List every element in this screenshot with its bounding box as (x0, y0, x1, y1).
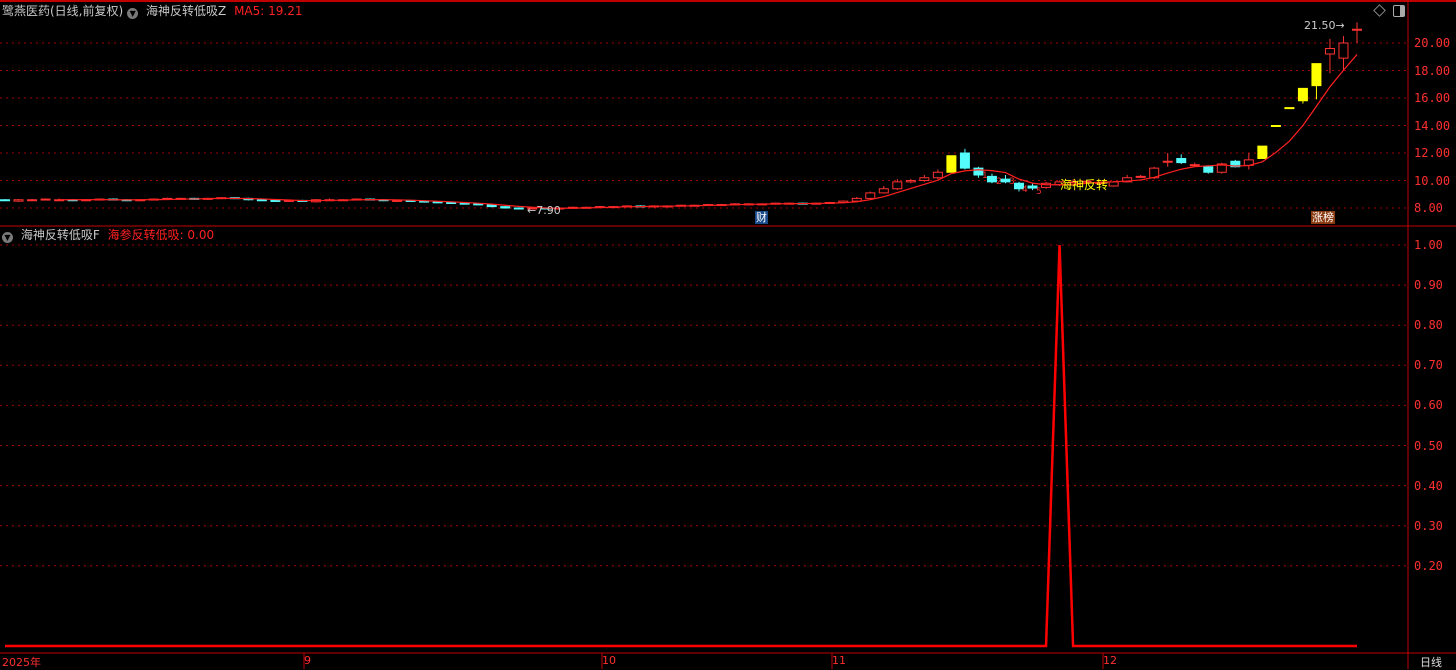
count-mark: 1 (982, 171, 988, 181)
candle-body (1027, 185, 1038, 189)
candle-body (946, 155, 957, 173)
candle-body (1297, 87, 1308, 102)
date-label: 10 (602, 654, 616, 667)
candle-body (527, 207, 538, 210)
candle-body (1311, 63, 1322, 87)
candle-body (892, 181, 903, 190)
indicator-tick-label: 0.20 (1414, 558, 1443, 573)
count-mark: 3 (1009, 177, 1015, 187)
price-tick-label: 12.00 (1414, 146, 1451, 160)
candle-body (513, 207, 524, 210)
signal-text: 海神反转 (1060, 178, 1109, 192)
count-mark: 5 (1036, 187, 1042, 197)
candle-body (1000, 178, 1011, 183)
indicator-line (5, 244, 1357, 648)
candle-body (959, 152, 970, 169)
candle-body (446, 202, 457, 204)
lower-panel-header: ▼ 海神反转低吸F 海参反转低吸: 0.00 (2, 226, 218, 244)
price-tick-label: 18.00 (1414, 63, 1451, 78)
candle-body (40, 198, 51, 201)
date-label: 9 (304, 654, 311, 667)
candle-body (919, 177, 930, 181)
candle-body (1284, 107, 1295, 110)
price-tick-label: 10.00 (1414, 173, 1451, 188)
date-label: 11 (832, 654, 846, 667)
candle-body (459, 202, 470, 205)
candle-body (392, 199, 403, 202)
high-price-label: 21.50→ (1304, 19, 1345, 32)
indicator-tick-label: 0.70 (1414, 358, 1443, 373)
indicator-tick-label: 0.30 (1414, 518, 1443, 533)
ma5-line (59, 54, 1358, 209)
candle-body (13, 199, 24, 202)
candle-body (1014, 182, 1024, 190)
candle-body (1068, 181, 1079, 184)
lower-indicator-name[interactable]: 海神反转低吸F (20, 228, 100, 242)
price-tick-label: 20.00 (1414, 36, 1451, 50)
indicator-tick-label: 0.80 (1414, 318, 1443, 333)
price-tick-label: 16.00 (1414, 91, 1451, 105)
candle-body (1162, 160, 1173, 163)
candle-body (1135, 175, 1146, 178)
count-mark: 2 (996, 177, 1002, 187)
date-label: 12 (1103, 654, 1117, 667)
indicator-name[interactable]: 海神反转低吸Z (146, 4, 227, 18)
candle-body (1324, 48, 1335, 55)
candle-body (1216, 163, 1227, 173)
candle-body (1176, 158, 1187, 164)
candle-body (500, 206, 511, 209)
candle-body (905, 180, 916, 183)
candle-body (1230, 160, 1241, 168)
candle-body (1257, 145, 1268, 159)
indicator-tick-label: 0.90 (1414, 278, 1443, 293)
chevron-down-icon[interactable]: ▼ (127, 8, 139, 19)
low-price-label: ←7.90 (527, 204, 561, 217)
stock-title: 鹭燕医药(日线,前复权) (2, 4, 124, 18)
candle-body (973, 167, 984, 176)
indicator-tick-label: 1.00 (1414, 238, 1443, 252)
count-mark: 4 (1022, 185, 1028, 195)
candle-body (932, 171, 943, 179)
main-panel-header: 鹭燕医药(日线,前复权) ▼ 海神反转低吸Z MA5: 19.21 (2, 2, 307, 20)
period-label[interactable]: 日线 (1420, 656, 1442, 669)
date-label: 2025年 (2, 656, 41, 669)
candle-body (865, 192, 876, 199)
price-tick-label: 8.00 (1414, 201, 1443, 215)
panel-toggle-icon[interactable] (1393, 5, 1405, 17)
candle-body (0, 199, 10, 202)
candle-body (256, 199, 267, 202)
indicator-tick-label: 0.60 (1414, 398, 1443, 413)
chevron-down-icon[interactable]: ▼ (2, 232, 13, 243)
candle-body (1352, 28, 1362, 31)
candle-body (270, 199, 281, 202)
candle-body (986, 175, 997, 183)
lower-indicator-value: 海参反转低吸: 0.00 (107, 228, 215, 242)
zhangbang-badge[interactable]: 涨榜 (1311, 211, 1335, 224)
candle-body (851, 197, 862, 202)
cai-badge[interactable]: 财 (755, 211, 768, 224)
candle-body (1189, 164, 1200, 167)
candle-body (1122, 177, 1133, 183)
candle-body (1081, 180, 1092, 183)
candle-body (878, 188, 889, 194)
candle-body (473, 203, 484, 206)
candle-body (27, 199, 38, 202)
candle-body (1270, 125, 1281, 127)
candle-body (1203, 166, 1214, 173)
ma5-value: MA5: 19.21 (234, 4, 303, 18)
indicator-tick-label: 0.50 (1414, 438, 1443, 453)
price-tick-label: 14.00 (1414, 118, 1451, 133)
indicator-tick-label: 0.40 (1414, 478, 1443, 493)
candle-body (1338, 42, 1349, 59)
